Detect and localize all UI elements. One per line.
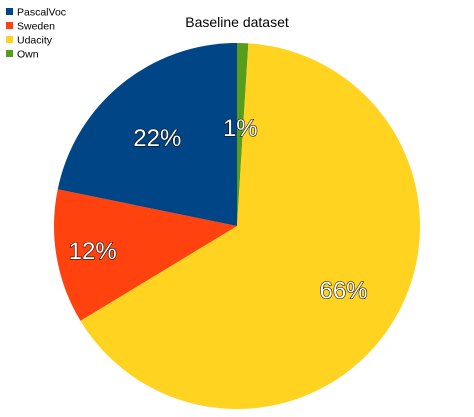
legend-swatch-own	[6, 50, 13, 57]
pie-slice-sweden	[54, 189, 237, 321]
pie-slice-own	[237, 42, 249, 227]
slice-label-pascalvoc: 22%	[133, 125, 181, 152]
legend-swatch-sweden	[6, 22, 13, 29]
legend-label-pascalvoc: PascalVoc	[17, 7, 66, 19]
chart-title: Baseline dataset	[185, 14, 289, 30]
pie-slices	[54, 42, 420, 409]
legend-swatch-pascalvoc	[6, 8, 13, 15]
legend-label-own: Own	[17, 49, 39, 61]
legend-label-sweden: Sweden	[17, 21, 55, 33]
slice-labels: 1% 66% 12% 22%	[68, 114, 368, 305]
slice-label-udacity: 66%	[319, 277, 367, 304]
legend: PascalVoc Sweden Udacity Own	[6, 7, 66, 61]
slice-label-own: 1%	[223, 115, 258, 142]
pie-slice-pascalvoc	[57, 43, 238, 226]
legend-swatch-udacity	[6, 36, 13, 43]
legend-label-udacity: Udacity	[17, 35, 53, 47]
pie-slice-udacity	[80, 43, 420, 409]
slice-label-sweden: 12%	[69, 238, 117, 265]
